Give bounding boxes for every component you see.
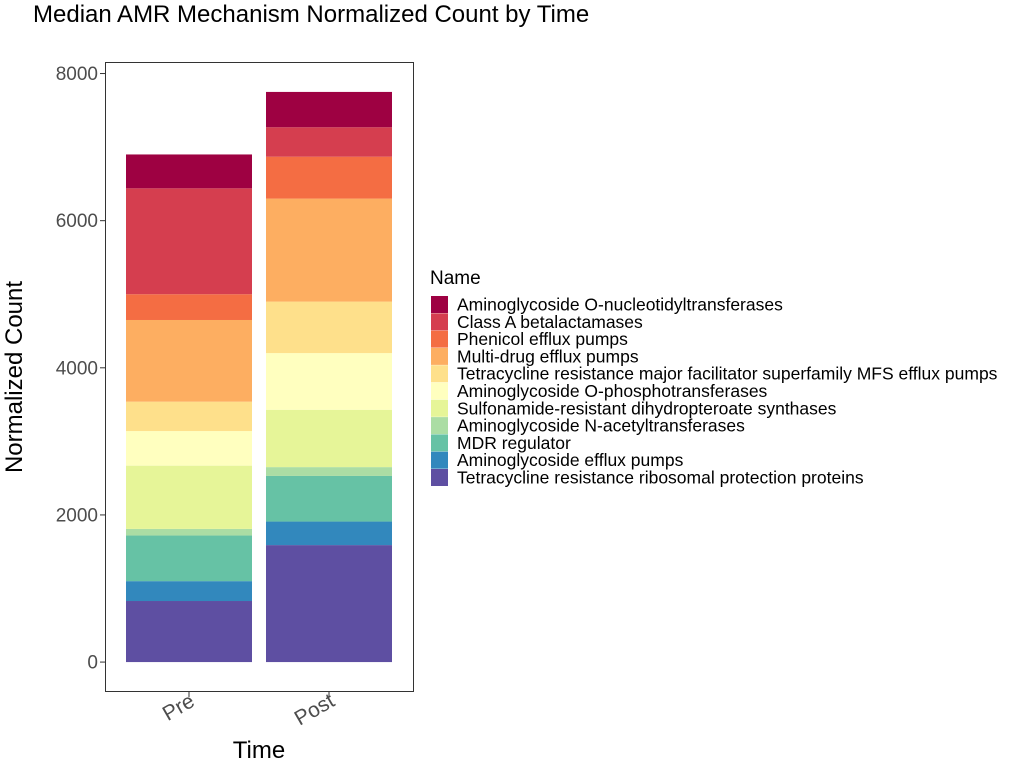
chart-title: Median AMR Mechanism Normalized Count by… — [33, 1, 589, 28]
legend-label: Phenicol efflux pumps — [457, 329, 628, 349]
legend-label: Aminoglycoside O-phosphotransferases — [457, 381, 768, 401]
bar-segment — [266, 198, 392, 302]
legend-label: Multi-drug efflux pumps — [457, 346, 639, 366]
y-tick-label: 0 — [87, 653, 98, 674]
legend-swatch — [431, 365, 448, 383]
y-axis: 0 2000 4000 6000 8000 — [56, 64, 106, 674]
bar-segment — [126, 535, 252, 582]
y-tick-label: 2000 — [56, 505, 98, 526]
legend-label: Aminoglycoside efflux pumps — [457, 450, 684, 470]
y-axis-label: Normalized Count — [1, 281, 28, 473]
bars — [126, 91, 392, 663]
y-tick-label: 8000 — [56, 64, 98, 85]
bar-segment — [126, 401, 252, 432]
bar-segment — [266, 467, 392, 476]
legend-label: Aminoglycoside N-acetyltransferases — [457, 416, 745, 436]
legend-swatch — [431, 469, 448, 486]
bar-segment — [266, 409, 392, 468]
legend-label: Class A betalactamases — [457, 312, 643, 332]
x-axis-label: Time — [233, 737, 285, 764]
bar-segment — [126, 601, 252, 663]
legend-swatch — [431, 313, 448, 331]
bar-segment — [126, 528, 252, 536]
legend-swatch — [431, 330, 448, 348]
legend-label: Tetracycline resistance major facilitato… — [457, 364, 998, 384]
bar-segment — [126, 319, 252, 402]
bar-segment — [126, 294, 252, 320]
bar-segment — [126, 465, 252, 529]
bar-segment — [126, 188, 252, 295]
bar-segment — [266, 127, 392, 157]
legend-swatch — [431, 399, 448, 417]
bar-segment — [126, 431, 252, 466]
x-axis: Pre Post — [159, 689, 339, 730]
legend-swatch — [431, 347, 448, 365]
legend-swatch — [431, 296, 448, 313]
legend-label: MDR regulator — [457, 433, 571, 453]
x-tick-label: Post — [291, 689, 339, 730]
bar-segment — [266, 156, 392, 199]
legend-label: Aminoglycoside O-nucleotidyltransferases — [457, 295, 783, 315]
legend-swatch — [431, 434, 448, 452]
bar-segment — [266, 521, 392, 546]
legend-label: Tetracycline resistance ribosomal protec… — [457, 468, 864, 488]
bar-segment — [126, 581, 252, 602]
x-tick-label: Pre — [159, 689, 199, 725]
bar-segment — [266, 301, 392, 354]
legend: Aminoglycoside O-nucleotidyltransferases… — [431, 295, 998, 488]
bar-segment — [266, 545, 392, 663]
bar-segment — [266, 475, 392, 522]
legend-swatch — [431, 451, 448, 469]
y-tick-label: 4000 — [56, 358, 98, 379]
bar-segment — [126, 154, 252, 189]
legend-swatch — [431, 382, 448, 400]
bar-segment — [266, 91, 392, 128]
legend-title: Name — [430, 268, 481, 289]
bar-segment — [266, 353, 392, 410]
legend-label: Sulfonamide-resistant dihydropteroate sy… — [457, 398, 837, 418]
y-tick-label: 6000 — [56, 211, 98, 232]
legend-swatch — [431, 417, 448, 435]
